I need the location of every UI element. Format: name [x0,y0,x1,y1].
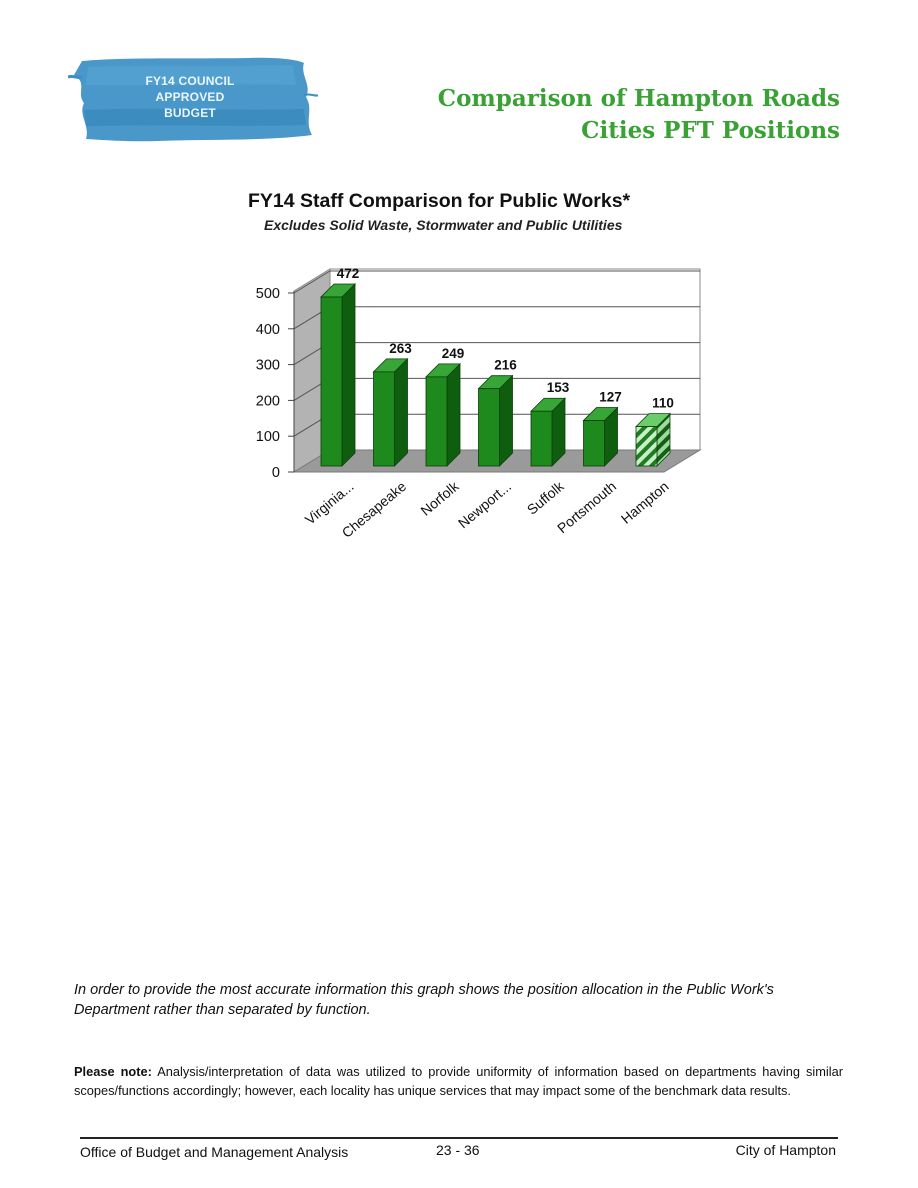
bar [583,420,605,467]
x-tick-label: Suffolk [524,477,568,517]
bar [373,371,395,467]
y-tick-label: 100 [256,429,280,445]
y-tick-label: 200 [256,393,280,409]
x-tick-label: Portsmouth [554,478,619,536]
data-label: 110 [652,396,674,411]
page-title-line: Comparison of Hampton Roads [437,85,840,112]
please-note-label: Please note: [74,1064,152,1079]
data-label: 263 [389,341,412,356]
page-title-line: Cities PFT Positions [581,117,840,144]
bar-side [394,357,408,467]
chart-subtitle: Excludes Solid Waste, Stormwater and Pub… [264,217,623,233]
bar-side [499,374,513,467]
bar-side [446,362,461,467]
x-tick-label: Newport... [455,478,514,531]
watercolor-swatch-icon [68,57,318,142]
italic-note: In order to provide the most accurate in… [74,982,774,1018]
y-tick-label: 500 [256,286,280,302]
data-label: 216 [494,358,517,373]
budget-badge: FY14 COUNCIL APPROVED BUDGET [68,55,318,145]
bar [478,388,500,467]
gridline-side [293,270,331,294]
bar [425,376,448,467]
please-note-text: Analysis/interpretation of data was util… [74,1064,843,1098]
please-note: Please note: Analysis/interpretation of … [74,1062,843,1100]
bar-chart: 0100200300400500472Virginia...263Chesape… [256,266,702,541]
data-label: 472 [337,266,360,281]
bar-side [341,283,356,467]
bar [320,296,343,467]
x-tick-label: Hampton [618,478,672,527]
chart-title: FY14 Staff Comparison for Public Works* [248,190,631,212]
data-label: 153 [547,380,570,395]
footer-divider [80,1137,838,1139]
footer-office: Office of Budget and Management Analysis [80,1144,349,1160]
badge-line: APPROVED [155,90,225,104]
y-tick-label: 0 [272,465,280,481]
footer-page-number: 23 - 36 [436,1142,480,1158]
data-label: 249 [442,346,465,361]
footer-city: City of Hampton [735,1142,836,1158]
data-label: 127 [599,390,622,405]
bar [530,410,553,467]
y-tick-label: 400 [256,322,280,338]
badge-line: FY14 COUNCIL [145,74,235,88]
badge-line: BUDGET [164,106,216,120]
bar [635,426,658,467]
y-tick-label: 300 [256,358,280,374]
x-tick-label: Norfolk [417,477,462,518]
badge-label: FY14 COUNCIL APPROVED BUDGET [120,73,260,121]
page-title: Comparison of Hampton Roads Cities PFT P… [438,83,840,147]
